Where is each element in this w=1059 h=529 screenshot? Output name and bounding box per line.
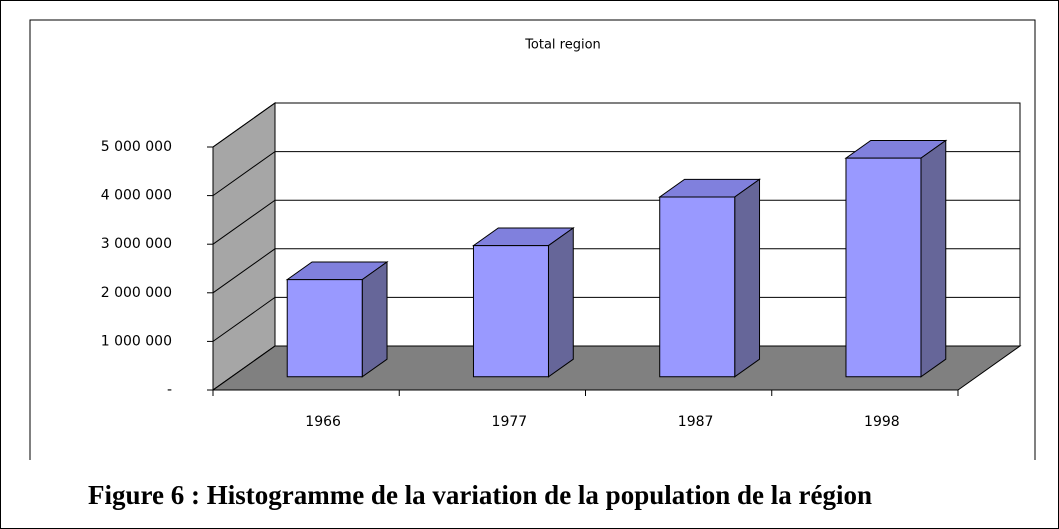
grid-line bbox=[212, 102, 1020, 148]
y-tick-label: 3 000 000 bbox=[101, 236, 172, 252]
chart-title: Total region bbox=[524, 38, 601, 53]
y-tick-label: 5 000 000 bbox=[101, 139, 172, 155]
chart-frame bbox=[29, 19, 1036, 460]
grid-line bbox=[212, 248, 1020, 294]
left-wall bbox=[212, 102, 276, 391]
bar-front bbox=[472, 245, 549, 378]
bar bbox=[471, 227, 575, 378]
bar bbox=[844, 139, 948, 378]
x-tick-label: 1998 bbox=[864, 414, 900, 430]
bar-front bbox=[659, 196, 736, 378]
y-tick-label: 2 000 000 bbox=[101, 285, 172, 301]
grid-line bbox=[212, 345, 1020, 391]
bar-side bbox=[361, 261, 388, 378]
x-tick-label: 1977 bbox=[492, 414, 528, 430]
grid-line bbox=[212, 151, 1020, 197]
bar bbox=[285, 261, 389, 378]
y-tick-label: 1 000 000 bbox=[101, 333, 172, 349]
bar-side bbox=[547, 227, 574, 378]
y-tick-label: - bbox=[167, 382, 172, 398]
y-tick-label: 4 000 000 bbox=[101, 188, 172, 204]
caption: Figure 6 : Histogramme de la variation d… bbox=[88, 480, 872, 510]
bar-side bbox=[734, 178, 761, 378]
bar-front bbox=[845, 157, 922, 378]
x-tick-label: 1966 bbox=[305, 414, 341, 430]
x-tick-label: 1987 bbox=[678, 414, 714, 430]
grid-line bbox=[212, 296, 1020, 342]
grid-line bbox=[212, 199, 1020, 245]
bar-front bbox=[286, 279, 363, 378]
bar-side bbox=[920, 139, 947, 378]
bar bbox=[658, 178, 762, 378]
